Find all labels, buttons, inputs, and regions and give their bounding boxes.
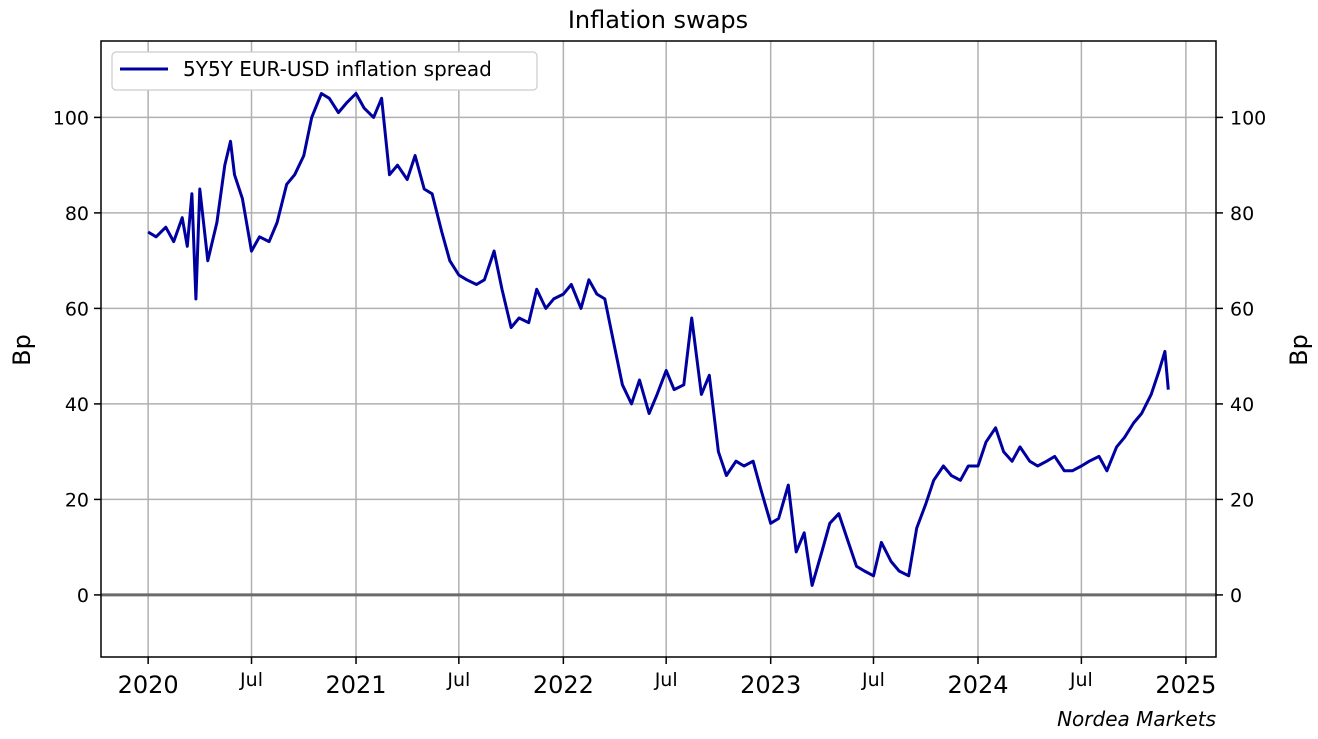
legend-label: 5Y5Y EUR-USD inflation spread [183, 57, 492, 81]
chart-title: Inflation swaps [568, 6, 748, 34]
y-tick-label-right: 0 [1230, 585, 1242, 607]
y-tick-label-right: 60 [1230, 298, 1254, 320]
series-line-inflation-spread [147, 92, 1170, 587]
x-tick-label: 2025 [1155, 671, 1216, 699]
y-tick-label-left: 100 [53, 107, 89, 129]
x-tick-label: Jul [861, 669, 885, 691]
left-y-tick-labels: 0 20 40 60 80 100 [53, 107, 101, 607]
y-tick-label-left: 20 [65, 489, 89, 511]
right-y-axis-label: Bp [1285, 334, 1313, 366]
x-tick-label: Jul [1069, 669, 1093, 691]
legend: 5Y5Y EUR-USD inflation spread [111, 51, 538, 91]
x-tick-label: 2023 [740, 671, 801, 699]
y-tick-label-left: 60 [65, 298, 89, 320]
x-tick-label: Jul [446, 669, 470, 691]
left-y-axis-label: Bp [8, 334, 36, 366]
x-tick-labels: 2020 Jul 2021 Jul 2022 Jul 2023 Jul 2024 Jul 2025 [118, 657, 1216, 699]
x-tick-label: Jul [239, 669, 263, 691]
y-tick-label-right: 40 [1230, 394, 1254, 416]
plot-frame [100, 40, 1217, 658]
x-tick-label: Jul [654, 669, 678, 691]
legend-box [111, 51, 538, 91]
x-tick-label: 2022 [533, 671, 594, 699]
y-tick-label-left: 40 [65, 394, 89, 416]
y-tick-label-right: 100 [1230, 107, 1266, 129]
source-credit: Nordea Markets [1057, 707, 1216, 731]
y-tick-label-right: 80 [1230, 203, 1254, 225]
x-gridlines [147, 41, 1187, 657]
y-tick-label-right: 20 [1230, 489, 1254, 511]
y-tick-label-left: 0 [77, 585, 89, 607]
x-tick-label: 2021 [325, 671, 386, 699]
x-tick-label: 2024 [947, 671, 1008, 699]
y-gridlines [101, 116, 1216, 501]
x-tick-label: 2020 [118, 671, 179, 699]
y-tick-label-left: 80 [65, 203, 89, 225]
right-y-tick-labels: 0 20 40 60 80 100 [1216, 107, 1266, 607]
